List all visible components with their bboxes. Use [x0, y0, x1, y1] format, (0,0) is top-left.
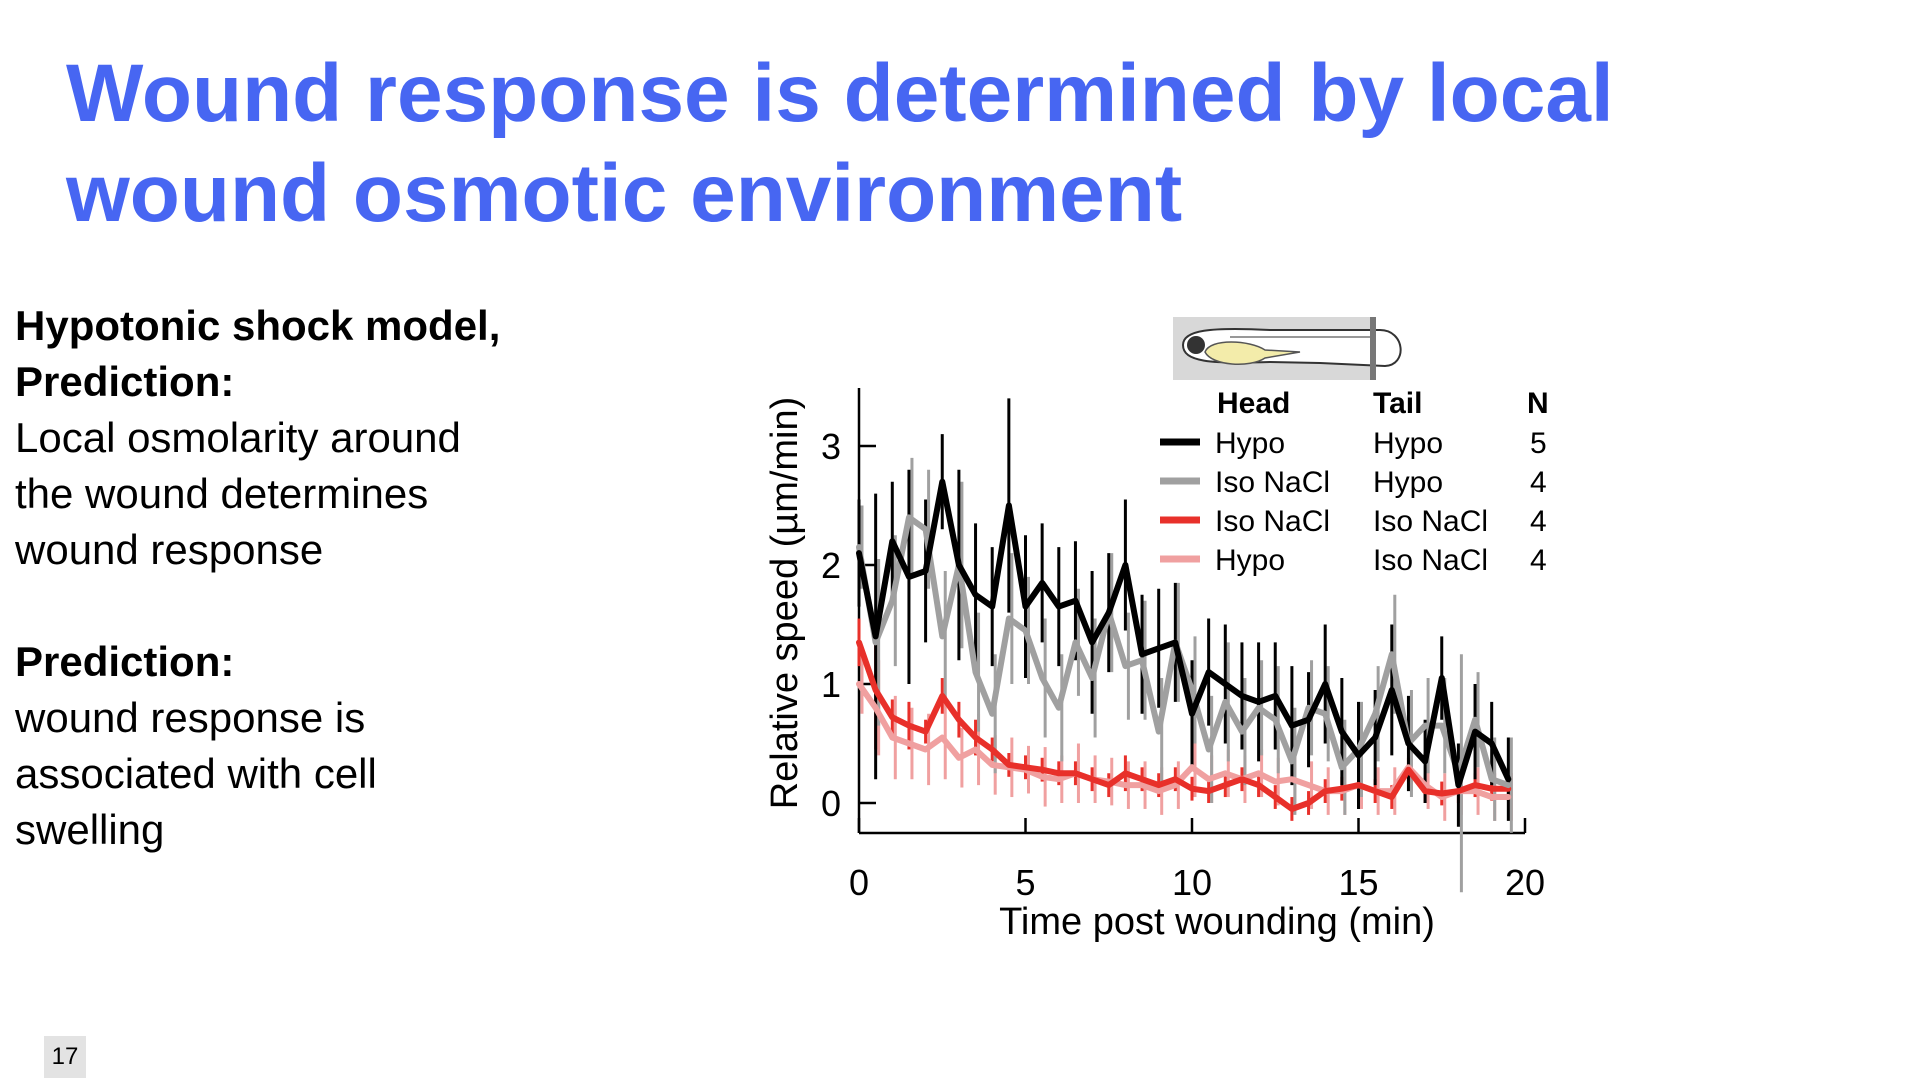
series-line-hypo-hypo [856, 478, 1512, 789]
title-line-1: Wound response is determined by local [66, 48, 1614, 139]
legend-row3-head: Iso NaCl [1215, 505, 1330, 538]
x-tick-label: 0 [849, 862, 869, 903]
legend-row1-n: 5 [1530, 427, 1547, 460]
left-text-block: Hypotonic shock model, Prediction: Local… [15, 298, 635, 858]
legend-row2-n: 4 [1530, 466, 1547, 499]
page-number: 17 [44, 1036, 86, 1078]
legend-header-head: Head [1217, 387, 1290, 420]
p2-heading: Prediction: [15, 638, 235, 685]
x-ticks: 0 5 10 15 20 [849, 818, 1545, 903]
y-ticks: 0 1 2 3 [821, 426, 876, 824]
legend-header-n: N [1527, 387, 1549, 420]
legend-row3-tail: Iso NaCl [1373, 505, 1488, 538]
x-tick-label: 20 [1505, 862, 1545, 903]
y-tick-label: 1 [821, 664, 841, 705]
y-tick-label: 2 [821, 545, 841, 586]
larva-eye [1187, 336, 1205, 354]
p1-line-2: the wound determines [15, 470, 429, 517]
x-tick-label: 10 [1172, 862, 1212, 903]
yolk-sac [1204, 341, 1301, 365]
wound-marker [1370, 317, 1376, 380]
series-lines [856, 478, 1512, 812]
p2-line-3: swelling [15, 806, 165, 853]
p1-line-1: Local osmolarity around [15, 414, 461, 461]
p1-heading-1: Hypotonic shock model, [15, 302, 501, 349]
legend-row1-tail: Hypo [1373, 427, 1443, 460]
p1-line-3: wound response [15, 526, 324, 573]
legend-row4-head: Hypo [1215, 544, 1285, 577]
legend-row4-tail: Iso NaCl [1373, 544, 1488, 577]
legend-row4-n: 4 [1530, 544, 1547, 577]
legend: Head Tail N Hypo Hypo 5 Iso NaCl Hypo 4 … [1160, 387, 1549, 577]
x-axis-label: Time post wounding (min) [999, 901, 1435, 943]
slide-title: Wound response is determined by local wo… [66, 44, 1846, 244]
p2-line-1: wound response is [15, 694, 366, 741]
y-tick-label: 3 [821, 426, 841, 467]
y-tick-label: 0 [821, 783, 841, 824]
legend-row2-tail: Hypo [1373, 466, 1443, 499]
series-line-isonacl-isonacl [856, 639, 1512, 812]
x-tick-label: 15 [1338, 862, 1378, 903]
y-axis-label: Relative speed (µm/min) [764, 397, 806, 810]
legend-header-tail: Tail [1373, 387, 1422, 420]
title-line-2: wound osmotic environment [66, 148, 1183, 239]
larva-illustration [1173, 317, 1402, 380]
legend-row3-n: 4 [1530, 505, 1547, 538]
p2-line-2: associated with cell [15, 750, 377, 797]
p1-heading-2: Prediction: [15, 358, 235, 405]
legend-row1-head: Hypo [1215, 427, 1285, 460]
legend-row2-head: Iso NaCl [1215, 466, 1330, 499]
x-tick-label: 5 [1015, 862, 1035, 903]
